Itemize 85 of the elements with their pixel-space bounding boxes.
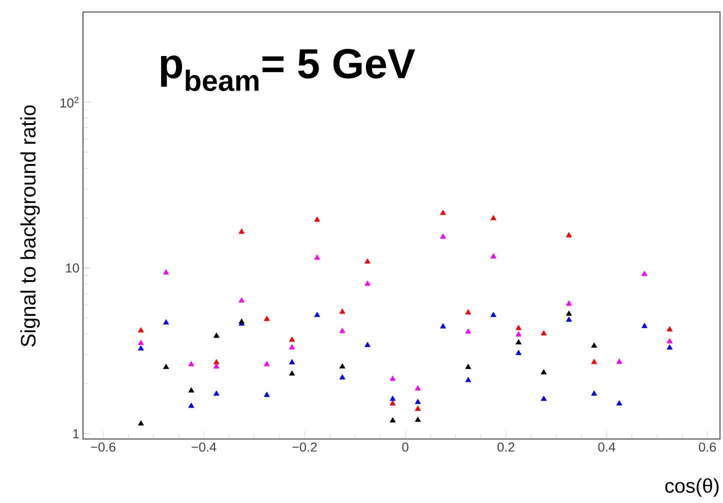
- point: [289, 359, 295, 364]
- point: [490, 253, 496, 258]
- x-axis-title: cos(θ): [665, 478, 719, 497]
- point: [414, 398, 421, 404]
- point: [642, 322, 648, 328]
- point: [390, 396, 396, 401]
- point: [666, 338, 673, 344]
- point: [138, 327, 144, 332]
- point: [138, 340, 144, 345]
- point: [264, 316, 270, 321]
- point: [364, 342, 370, 348]
- point: [440, 233, 446, 239]
- point: [516, 324, 522, 330]
- point: [339, 363, 346, 368]
- point: [465, 328, 472, 334]
- point: [238, 228, 245, 234]
- point: [264, 392, 270, 397]
- point: [591, 390, 598, 396]
- point: [289, 344, 295, 350]
- point: [566, 316, 572, 322]
- point: [364, 258, 370, 264]
- point: [642, 270, 648, 276]
- point: [616, 358, 622, 364]
- point: [163, 269, 170, 274]
- point: [264, 361, 270, 366]
- x-tick-label: −0.6: [91, 442, 116, 452]
- point: [440, 210, 446, 215]
- point: [465, 309, 472, 314]
- x-tick-label: 0: [402, 442, 408, 452]
- point: [540, 330, 547, 336]
- point: [339, 374, 346, 380]
- point: [414, 416, 421, 422]
- point: [591, 342, 598, 348]
- point: [390, 417, 396, 422]
- text: p$_{beam}$= 5 GeV: [160, 48, 416, 92]
- point: [213, 332, 220, 338]
- point: [213, 359, 220, 364]
- point: [339, 308, 346, 314]
- point: [616, 400, 622, 406]
- point: [516, 331, 522, 336]
- point: [465, 376, 472, 382]
- y-tick-label: 10: [66, 263, 79, 273]
- point: [566, 310, 572, 316]
- point: [465, 364, 472, 370]
- point: [238, 297, 245, 302]
- point: [188, 402, 194, 408]
- point: [390, 376, 396, 381]
- point: [339, 328, 346, 334]
- point: [516, 339, 522, 344]
- point: [289, 370, 295, 376]
- point: [188, 387, 194, 392]
- point: [540, 396, 547, 401]
- point: [490, 312, 496, 317]
- point: [138, 345, 144, 350]
- point: [314, 216, 320, 222]
- point: [666, 326, 673, 332]
- point: [516, 350, 522, 356]
- point: [490, 215, 496, 220]
- y-tick-label: 1: [73, 429, 79, 438]
- x-tick-label: 0.2: [497, 442, 514, 452]
- point: [364, 280, 370, 286]
- point: [414, 406, 421, 411]
- y-tick-label: 10$^{2}$: [60, 96, 79, 108]
- point: [566, 300, 572, 306]
- point: [163, 319, 170, 324]
- x-tick-label: 0.6: [698, 442, 716, 452]
- point: [666, 344, 673, 350]
- point: [188, 361, 194, 366]
- point: [566, 232, 572, 238]
- point: [163, 364, 170, 370]
- point: [440, 323, 446, 328]
- point: [289, 336, 295, 342]
- x-tick-label: −0.4: [192, 442, 216, 452]
- x-tick-label: 0.4: [598, 442, 616, 452]
- point: [314, 312, 320, 317]
- point: [390, 400, 396, 406]
- point: [138, 420, 144, 426]
- point: [591, 358, 598, 364]
- point: [314, 254, 320, 260]
- point: [213, 363, 220, 368]
- point: [540, 369, 547, 374]
- y-axis-title: Signal to background ratio: [20, 105, 40, 347]
- point: [414, 385, 421, 390]
- point: [213, 390, 220, 396]
- x-tick-label: −0.2: [292, 442, 317, 452]
